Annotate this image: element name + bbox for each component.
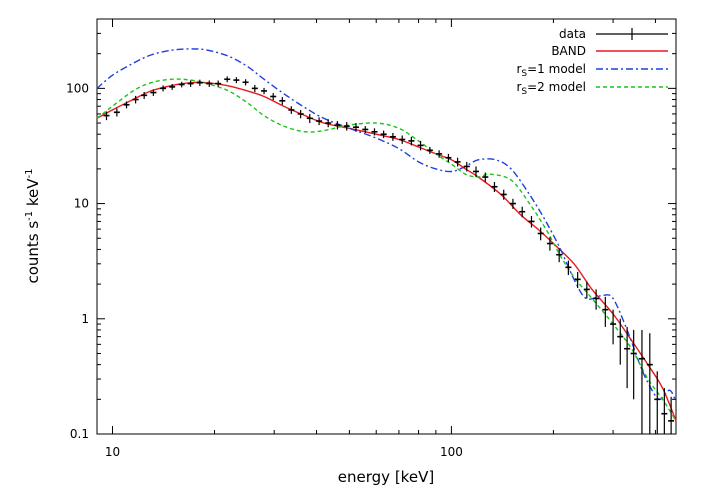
legend-rs2-tail: =2 model [527,80,586,94]
y-tick-label: 0.1 [70,427,89,441]
legend-rs2-sub: S [521,87,527,97]
x-tick-label: 10 [105,445,120,459]
series-line-2 [96,78,677,422]
legend-rs2-main: r [516,80,521,94]
plot-frame [96,18,677,435]
axis-ticks: 10 100 0.1 1 10 100 [66,18,676,459]
legend-label-band: BAND [551,44,586,58]
y-axis-label-main: counts s [24,221,42,284]
x-axis-label: energy [keV] [338,468,434,486]
legend-label-rs2: rS=2 model [516,80,586,97]
legend-label-rs1: rS=1 model [516,62,586,79]
y-axis-label-sup2: -1 [24,168,35,178]
legend-rs1-sub: S [521,69,527,79]
x-tick-label: 100 [440,445,463,459]
y-tick-label: 100 [66,81,89,95]
legend-rs1-main: r [516,62,521,76]
series-line-1 [96,48,677,403]
data-points [103,76,675,434]
y-tick-label: 10 [74,197,89,211]
legend-label-data: data [559,27,586,41]
y-axis-label-mid: keV [24,178,42,211]
legend: data BAND rS=1 model rS=2 model [516,27,668,97]
y-axis-label-sup1: -1 [24,211,35,221]
y-tick-label: 1 [81,312,89,326]
series-line-0 [96,81,677,422]
legend-rs1-tail: =1 model [527,62,586,76]
y-axis-label: counts s-1 keV-1 [24,168,42,283]
model-curves [96,48,677,422]
